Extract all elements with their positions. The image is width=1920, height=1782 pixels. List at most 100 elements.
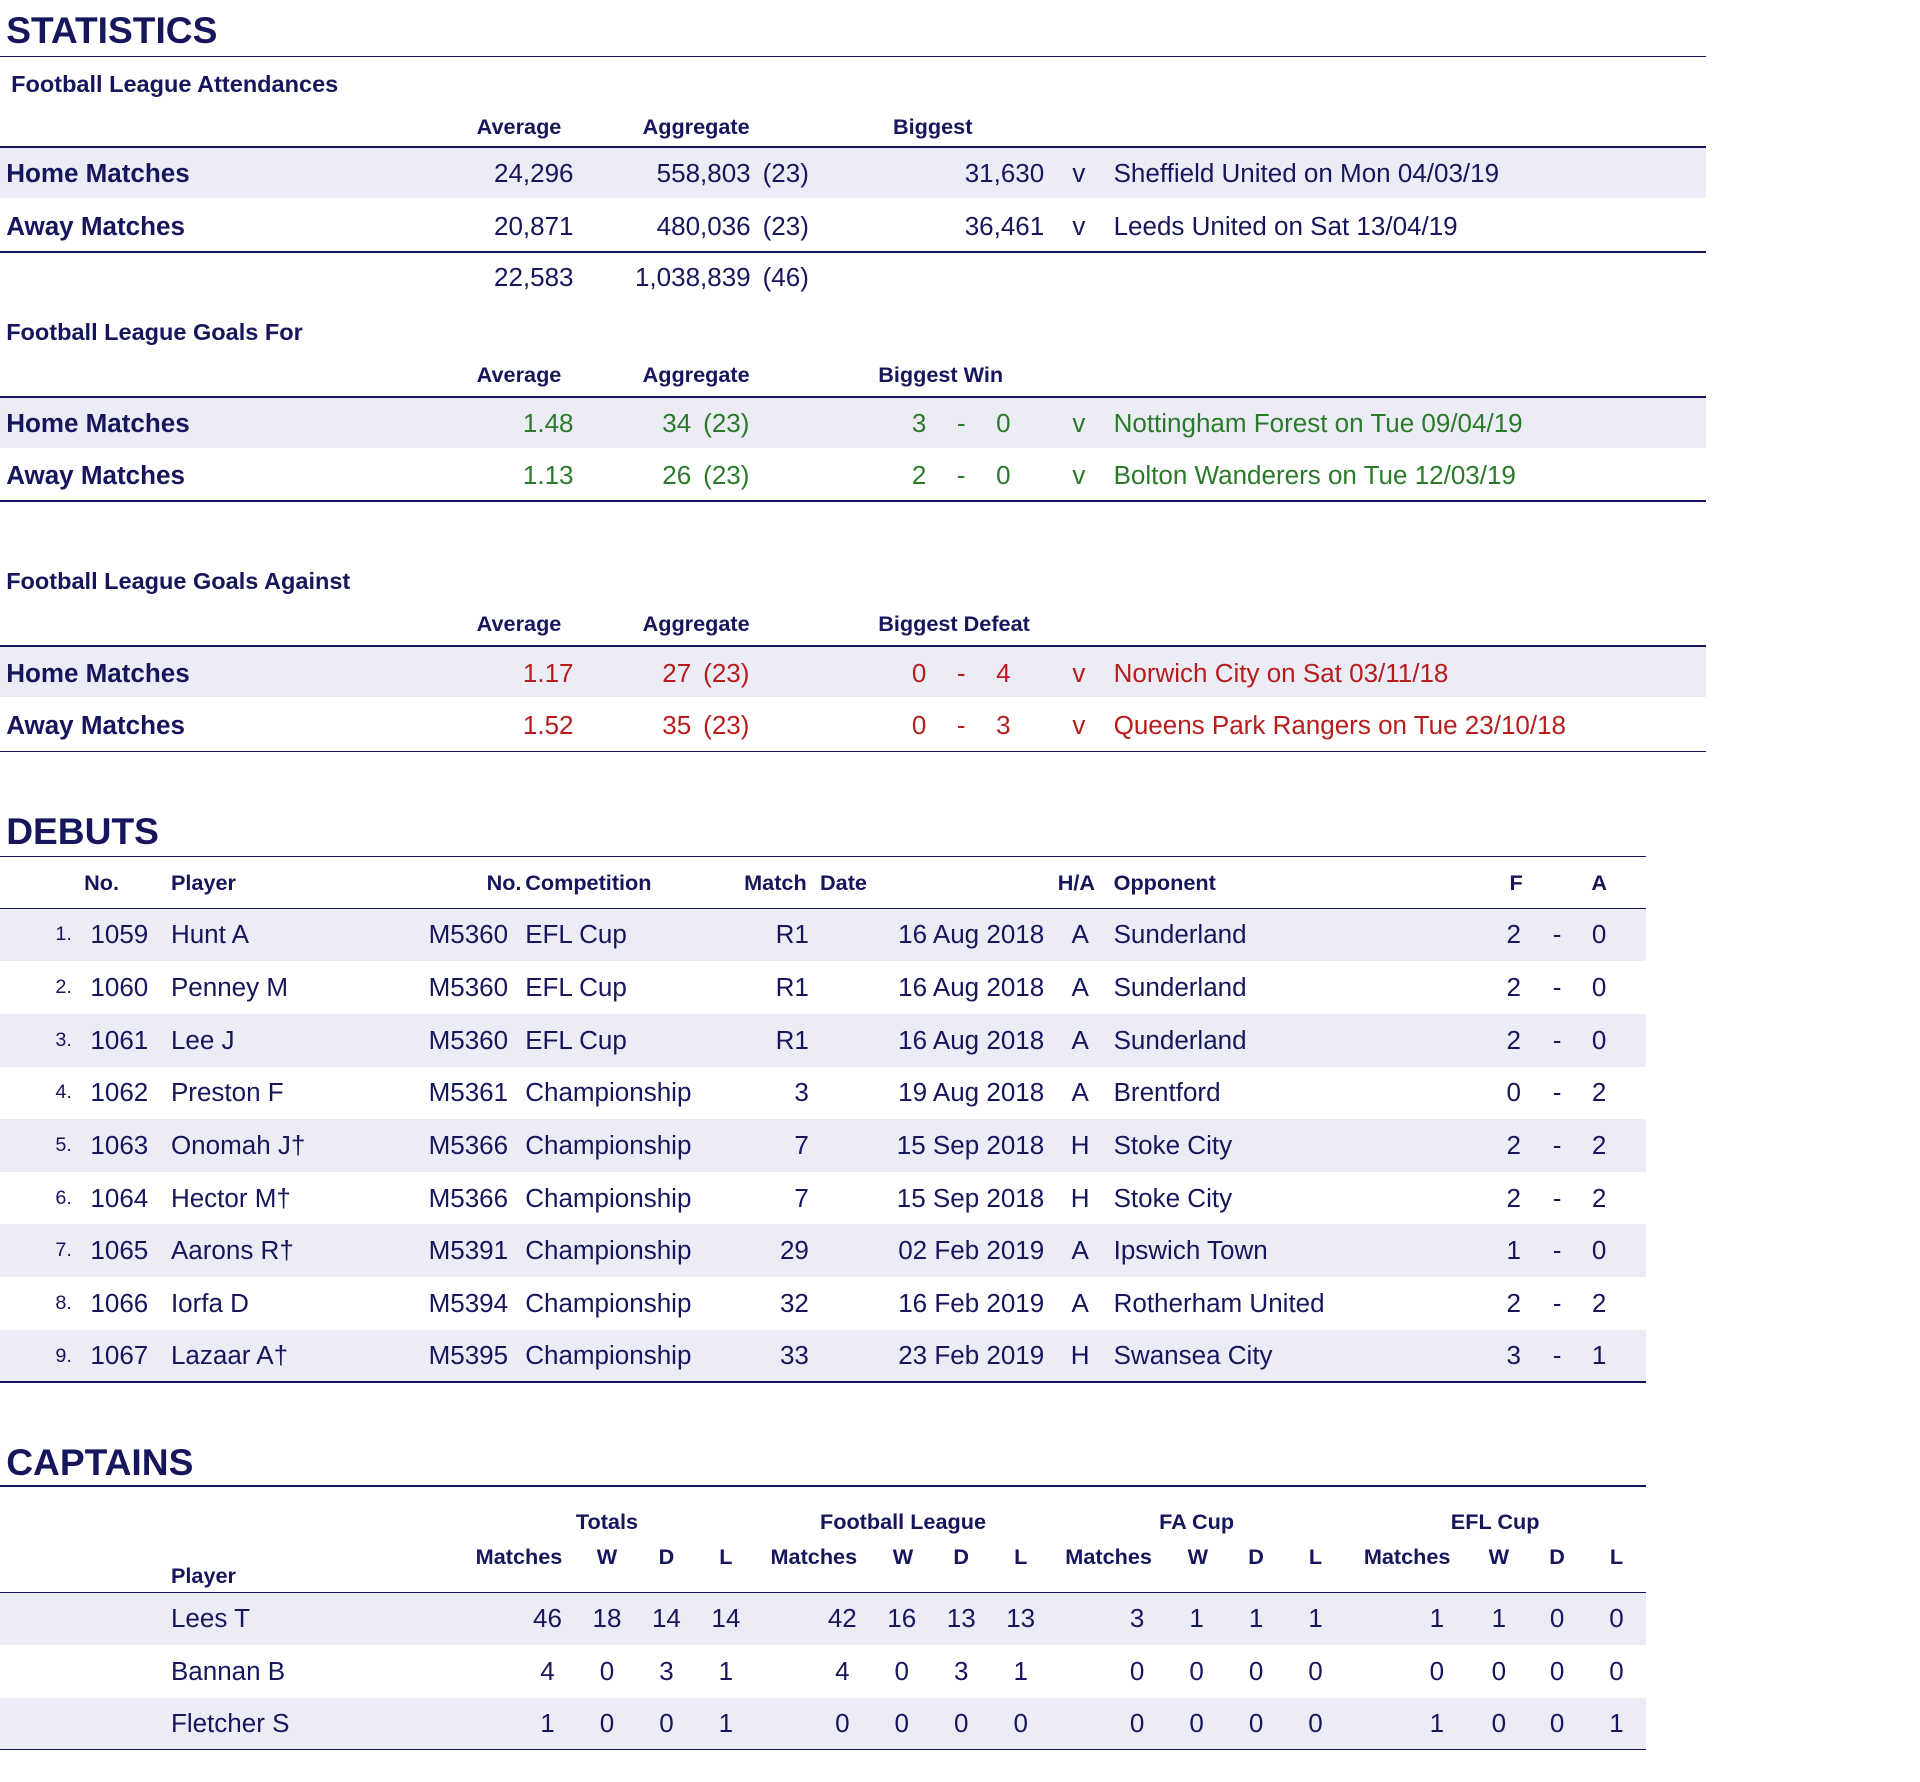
home-away: H bbox=[1070, 1182, 1090, 1213]
column-header: Player bbox=[170, 1562, 236, 1588]
subsection-title: Football League Attendances bbox=[11, 70, 339, 97]
column-header: D bbox=[658, 1543, 675, 1569]
column-header: Match bbox=[744, 870, 807, 896]
debut-number: 1066 bbox=[90, 1287, 149, 1318]
match-number: M5360 bbox=[428, 971, 509, 1002]
date: 02 Feb 2019 bbox=[898, 1235, 1045, 1266]
match-number: M5366 bbox=[428, 1129, 509, 1160]
match-detail: Leeds United on Sat 13/04/19 bbox=[1113, 210, 1458, 241]
stat-value: 4 bbox=[540, 1655, 555, 1686]
stat-value: 0 bbox=[954, 1708, 969, 1739]
stat-value: 1 bbox=[1189, 1603, 1204, 1634]
row-label: Home Matches bbox=[6, 157, 190, 188]
home-away: A bbox=[1071, 1024, 1089, 1055]
debut-number: 1059 bbox=[90, 919, 149, 950]
row-stripe bbox=[0, 1119, 1647, 1172]
row-stripe bbox=[0, 1592, 1647, 1645]
stat-value: 0 bbox=[1013, 1708, 1028, 1739]
score-dash: - bbox=[1552, 971, 1562, 1002]
column-header: Average bbox=[476, 611, 562, 637]
goals-against: 0 bbox=[1591, 1024, 1607, 1055]
row-stripe bbox=[0, 396, 1706, 449]
match-number: M5391 bbox=[428, 1235, 509, 1266]
debut-number: 1060 bbox=[90, 971, 149, 1002]
opponent: Rotherham United bbox=[1113, 1287, 1325, 1318]
stat-value: 0 bbox=[1189, 1655, 1204, 1686]
stat-value: 0 bbox=[599, 1655, 615, 1686]
player: Hector M† bbox=[170, 1182, 291, 1213]
row-index: 1. bbox=[55, 923, 72, 946]
date: 23 Feb 2019 bbox=[898, 1340, 1045, 1371]
stat-value: 0 bbox=[1129, 1708, 1145, 1739]
column-header: Biggest Defeat bbox=[878, 611, 1030, 637]
home-away: A bbox=[1071, 1077, 1089, 1108]
goals-for: 2 bbox=[1506, 1182, 1521, 1213]
stat-value: 0 bbox=[1609, 1603, 1624, 1634]
score-dash: - bbox=[956, 657, 966, 688]
goals-against: 1 bbox=[1591, 1340, 1607, 1371]
stat-value: 0 bbox=[1491, 1655, 1507, 1686]
match-detail: Queens Park Rangers on Tue 23/10/18 bbox=[1113, 709, 1567, 740]
column-header: Aggregate bbox=[642, 362, 750, 388]
stat-value: 1 bbox=[540, 1708, 555, 1739]
column-header: L bbox=[1609, 1543, 1624, 1569]
stat-value: 1 bbox=[718, 1655, 734, 1686]
stat-value: 1 bbox=[718, 1708, 734, 1739]
stat-value: 0 bbox=[835, 1708, 850, 1739]
average: 20,871 bbox=[493, 210, 574, 241]
row-stripe bbox=[0, 146, 1706, 199]
rule bbox=[0, 396, 1706, 398]
debut-number: 1067 bbox=[90, 1340, 149, 1371]
score: 4 bbox=[996, 657, 1011, 688]
row-index: 5. bbox=[55, 1133, 72, 1156]
column-header: Aggregate bbox=[642, 611, 750, 637]
stat-value: 0 bbox=[894, 1655, 909, 1686]
match: R1 bbox=[775, 919, 809, 950]
player: Iorfa D bbox=[170, 1287, 249, 1318]
stat-value: 0 bbox=[1129, 1655, 1145, 1686]
column-header: Opponent bbox=[1113, 870, 1216, 896]
opponent: Brentford bbox=[1113, 1077, 1221, 1108]
column-header: D bbox=[953, 1543, 970, 1569]
stat-value: 0 bbox=[1549, 1603, 1565, 1634]
home-away: A bbox=[1071, 1235, 1089, 1266]
aggregate: 26 bbox=[662, 459, 692, 490]
column-header: Matches bbox=[1065, 1543, 1152, 1569]
match-count: (23) bbox=[762, 157, 809, 188]
column-header: Aggregate bbox=[642, 114, 750, 140]
row-label: Home Matches bbox=[6, 657, 190, 688]
versus: v bbox=[1072, 657, 1086, 688]
stat-value: 46 bbox=[533, 1603, 562, 1634]
stat-value: 14 bbox=[651, 1603, 681, 1634]
home-away: A bbox=[1071, 919, 1089, 950]
average: 1.13 bbox=[522, 459, 574, 490]
score: 0 bbox=[911, 657, 927, 688]
date: 19 Aug 2018 bbox=[898, 1077, 1045, 1108]
debut-number: 1065 bbox=[90, 1235, 149, 1266]
aggregate: 34 bbox=[662, 407, 692, 438]
stat-value: 0 bbox=[894, 1708, 909, 1739]
total-aggregate: 1,038,839 bbox=[634, 261, 751, 292]
versus: v bbox=[1072, 407, 1086, 438]
goals-for: 2 bbox=[1506, 919, 1521, 950]
rule bbox=[0, 907, 1647, 910]
match-count: (23) bbox=[762, 210, 809, 241]
stat-value: 4 bbox=[835, 1655, 850, 1686]
stat-value: 0 bbox=[1491, 1708, 1507, 1739]
average: 24,296 bbox=[493, 157, 574, 188]
date: 16 Aug 2018 bbox=[898, 1024, 1045, 1055]
column-header: Matches bbox=[770, 1543, 858, 1569]
date: 16 Aug 2018 bbox=[898, 919, 1045, 950]
versus: v bbox=[1072, 459, 1086, 490]
rule bbox=[0, 645, 1706, 647]
section-title: DEBUTS bbox=[6, 810, 159, 853]
goals-for: 1 bbox=[1506, 1235, 1521, 1266]
stat-value: 0 bbox=[1308, 1655, 1323, 1686]
match-number: M5395 bbox=[428, 1340, 509, 1371]
rule bbox=[0, 251, 1706, 253]
score-dash: - bbox=[1552, 919, 1562, 950]
goals-for: 2 bbox=[1506, 971, 1521, 1002]
player: Hunt A bbox=[170, 919, 249, 950]
stat-value: 3 bbox=[954, 1655, 969, 1686]
